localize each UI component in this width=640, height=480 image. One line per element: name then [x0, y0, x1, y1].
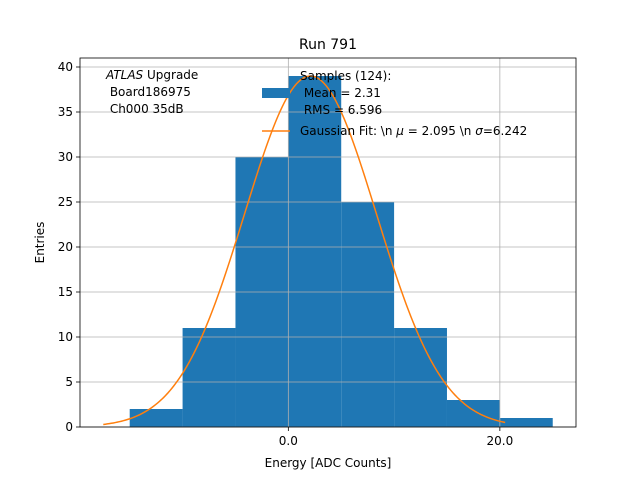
legend-samples-line-3: RMS = 6.596: [300, 103, 382, 117]
y-tick-label: 30: [58, 150, 73, 164]
histogram-bar: [288, 76, 342, 427]
legend-fit-text-2: = 2.095 \n: [404, 124, 475, 138]
legend: Samples (124): Mean = 2.31 RMS = 6.596 G…: [262, 69, 527, 138]
legend-fit-sigma: σ: [475, 124, 483, 138]
y-tick-label: 25: [58, 195, 73, 209]
x-tick-label: 0.0: [279, 434, 298, 448]
legend-fit-text-1: Gaussian Fit: \n: [300, 124, 396, 138]
legend-samples-line-1: Samples (124):: [300, 69, 391, 83]
legend-samples-swatch: [262, 88, 290, 98]
legend-fit-label: Gaussian Fit: \n μ = 2.095 \n σ=6.242: [300, 124, 527, 138]
annotation-upgrade: Upgrade: [143, 68, 198, 82]
histogram-bar: [129, 409, 183, 427]
legend-samples-line-2: Mean = 2.31: [300, 86, 381, 100]
y-tick-label: 20: [58, 240, 73, 254]
annotation-atlas-italic: ATLAS: [105, 68, 144, 82]
x-tick-label: 20.0: [486, 434, 513, 448]
y-tick-label: 10: [58, 330, 73, 344]
x-axis-ticks: 0.0 20.0: [279, 427, 513, 448]
axes-frame: [79, 57, 577, 428]
y-axis-ticks: 0 5 10 15 20 25 30 35 40: [58, 60, 80, 434]
annotation-line-2: Board186975: [106, 85, 191, 99]
legend-fit-mu: μ: [395, 124, 404, 138]
histogram-bar: [394, 328, 447, 427]
histogram-bar: [446, 400, 500, 427]
annotation-line-3: Ch000 35dB: [106, 102, 184, 116]
y-tick-label: 15: [58, 285, 73, 299]
legend-fit-text-3: =6.242: [483, 124, 527, 138]
y-tick-label: 35: [58, 105, 73, 119]
atlas-annotation: ATLAS Upgrade Board186975 Ch000 35dB: [105, 68, 198, 116]
x-axis-label: Energy [ADC Counts]: [265, 456, 392, 470]
gaussian-fit-curve: [103, 75, 506, 426]
y-tick-label: 0: [65, 420, 73, 434]
y-axis-label: Entries: [33, 222, 47, 264]
histogram-bar: [341, 202, 395, 427]
histogram-bar: [182, 328, 236, 427]
y-tick-label: 5: [65, 375, 73, 389]
chart-title: Run 791: [299, 37, 357, 53]
y-tick-label: 40: [58, 60, 73, 74]
histogram-bar: [499, 418, 553, 427]
annotation-line-1: ATLAS Upgrade: [105, 68, 198, 82]
